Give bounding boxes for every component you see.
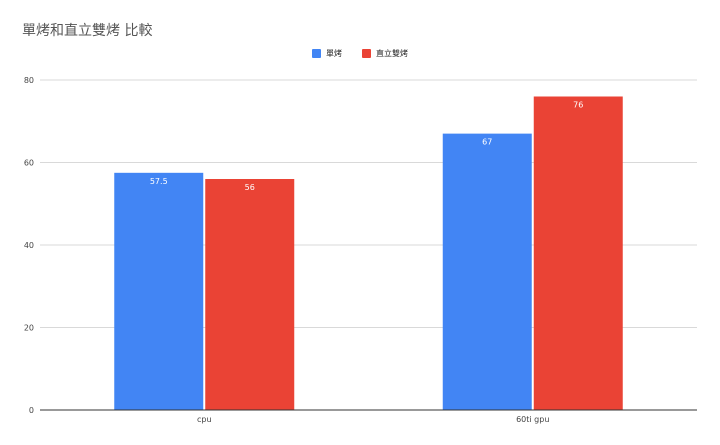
data-label: 67 — [482, 138, 492, 147]
legend-swatch-series-1 — [312, 49, 321, 58]
legend-item-series-2[interactable]: 直立雙烤 — [362, 48, 408, 59]
chart-title: 單烤和直立雙烤 比較 — [22, 23, 153, 39]
data-label: 57.5 — [150, 177, 168, 186]
data-label: 76 — [573, 101, 583, 110]
data-label: 56 — [245, 183, 255, 192]
bar — [442, 133, 532, 410]
legend-label-series-1: 單烤 — [326, 49, 342, 58]
y-tick-label: 40 — [24, 241, 34, 250]
legend-item-series-1[interactable]: 單烤 — [312, 48, 342, 59]
legend: 單烤 直立雙烤 — [0, 48, 720, 59]
bar — [533, 96, 623, 410]
bar — [114, 172, 204, 410]
y-tick-label: 20 — [24, 324, 34, 333]
legend-swatch-series-2 — [362, 49, 371, 58]
x-tick-label: cpu — [197, 415, 212, 424]
y-tick-label: 0 — [29, 406, 34, 415]
x-tick-label: 60ti gpu — [516, 415, 549, 424]
bar — [205, 179, 295, 410]
y-tick-label: 80 — [24, 76, 34, 85]
legend-label-series-2: 直立雙烤 — [376, 49, 408, 58]
y-tick-label: 60 — [24, 159, 34, 168]
